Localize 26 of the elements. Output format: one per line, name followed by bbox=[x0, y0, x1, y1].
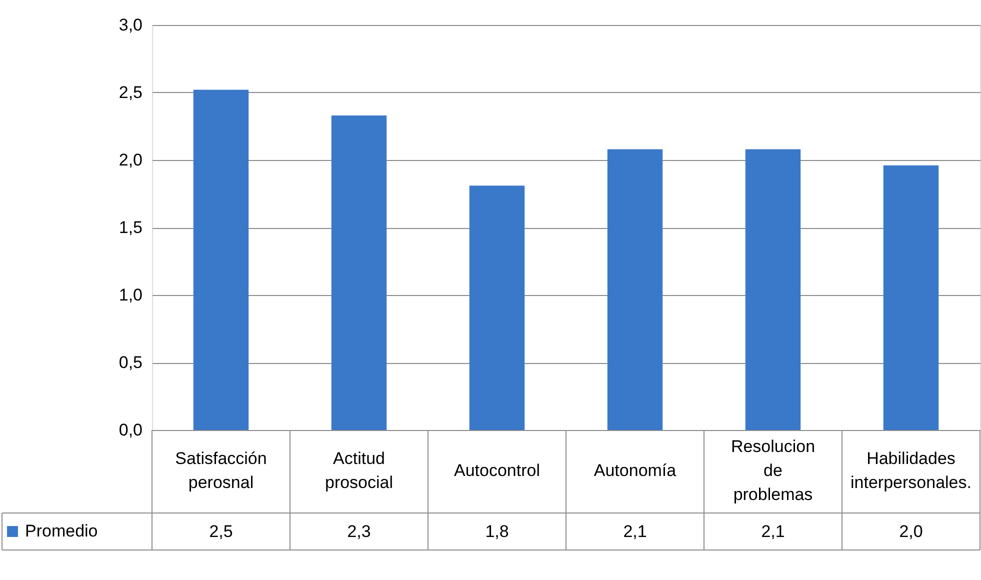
bar bbox=[331, 115, 387, 430]
y-tick-label: 1,5 bbox=[118, 218, 142, 237]
bar bbox=[745, 149, 801, 430]
data-label: 2,1 bbox=[761, 522, 785, 541]
data-label: 2,5 bbox=[209, 522, 233, 541]
x-tick-label: Autocontrol bbox=[454, 461, 540, 480]
bar bbox=[193, 90, 249, 430]
data-label: 2,0 bbox=[899, 522, 923, 541]
y-tick-label: 2,5 bbox=[118, 83, 142, 102]
x-tick-label: Resolucion de problemas bbox=[730, 437, 816, 504]
y-tick-label: 2,0 bbox=[118, 150, 142, 170]
data-label: 2,3 bbox=[347, 522, 371, 541]
x-tick-label: Actitud prosocial bbox=[324, 449, 394, 492]
data-label: 2,1 bbox=[623, 522, 647, 541]
bar bbox=[469, 186, 525, 430]
x-tick-label: Satisfacción perosnal bbox=[175, 449, 267, 492]
bar bbox=[607, 149, 663, 430]
x-tick-label: Habilidades interpersonales. bbox=[850, 449, 972, 492]
legend-label: Promedio bbox=[25, 522, 98, 540]
data-label: 1,8 bbox=[485, 522, 509, 541]
y-tick-label: 1,0 bbox=[118, 286, 142, 304]
y-tick-label: 0,0 bbox=[118, 420, 142, 440]
x-tick-label: Autonomía bbox=[594, 461, 677, 480]
y-tick-label: 3,0 bbox=[118, 16, 142, 34]
y-tick-label: 0,5 bbox=[118, 353, 142, 372]
bar bbox=[883, 165, 939, 430]
